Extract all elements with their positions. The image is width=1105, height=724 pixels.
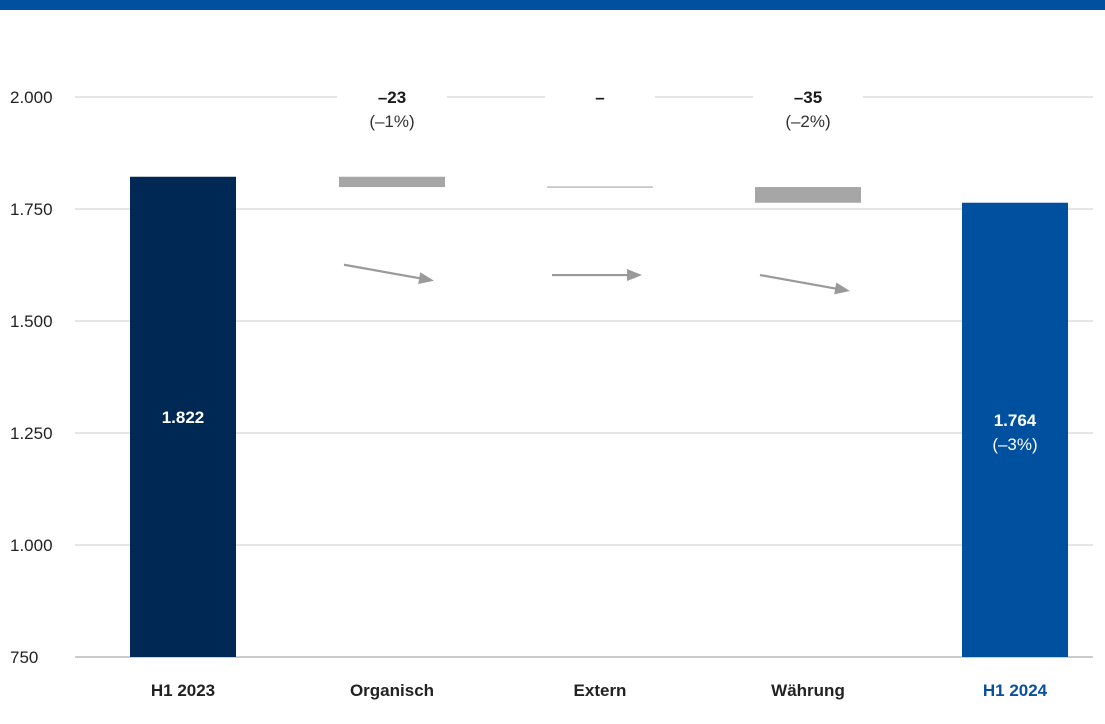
y-tick-label: 1.250 <box>10 424 53 443</box>
y-tick-label: 1.750 <box>10 200 53 219</box>
x-tick-label-extern: Extern <box>574 681 627 700</box>
y-tick-label: 2.000 <box>10 88 53 107</box>
x-axis-labels: H1 2023 Organisch Extern Währung H1 2024 <box>151 681 1048 700</box>
bar-h1-2023 <box>130 176 236 657</box>
data-label-w-hrung: –35 <box>794 88 822 107</box>
arrow-shaft <box>759 273 847 292</box>
data-label-pct-organisch: (–1%) <box>369 112 414 131</box>
data-label-extern: – <box>595 88 604 107</box>
arrow-head <box>418 272 434 285</box>
arrow-organisch <box>343 263 434 285</box>
arrow-head <box>834 282 850 295</box>
x-tick-label-h1-2024: H1 2024 <box>983 681 1048 700</box>
y-tick-label: 1.500 <box>10 312 53 331</box>
data-label-organisch: –23 <box>378 88 406 107</box>
arrow-head <box>627 269 642 282</box>
y-tick-label: 750 <box>10 648 38 667</box>
value-labels: 1.822 1.764 (–3%) –23 (–1%) – –35 (–2%) <box>162 88 1038 454</box>
x-tick-label-w-hrung: Währung <box>771 681 845 700</box>
top-rule <box>0 0 1105 10</box>
x-tick-label-h1-2023: H1 2023 <box>151 681 215 700</box>
data-label-pct-w-hrung: (–2%) <box>785 112 830 131</box>
y-tick-label: 1.000 <box>10 536 53 555</box>
bar-w-hrung <box>755 187 861 203</box>
bars <box>130 176 1068 657</box>
bar-organisch <box>339 176 445 188</box>
data-label-h1-2023: 1.822 <box>162 408 205 427</box>
bar-h1-2024 <box>962 202 1068 657</box>
data-label-h1-2024: 1.764 <box>994 411 1037 430</box>
grid-lines <box>75 96 1093 658</box>
data-label-pct-h1-2024: (–3%) <box>992 435 1037 454</box>
x-tick-label-organisch: Organisch <box>350 681 434 700</box>
arrow-extern <box>552 269 642 282</box>
arrow-w-hrung <box>759 273 850 295</box>
arrow-shaft <box>343 263 431 282</box>
y-axis-tick-labels: 750 1.000 1.250 1.500 1.750 2.000 <box>10 88 53 667</box>
